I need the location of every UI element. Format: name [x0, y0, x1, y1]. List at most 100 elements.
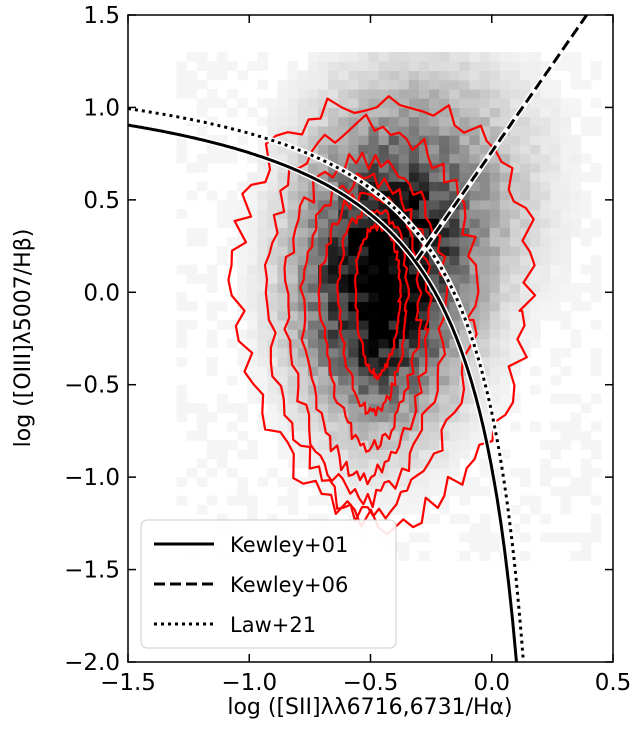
density-cell: [247, 310, 258, 321]
density-cell: [469, 440, 481, 450]
density-cell: [368, 338, 380, 349]
density-cell: [540, 514, 551, 524]
density-cell: [499, 449, 511, 460]
density-cell: [398, 357, 410, 367]
density-cell: [297, 162, 309, 173]
density-cell: [590, 218, 602, 229]
density-cell: [459, 440, 471, 450]
density-cell: [176, 153, 188, 164]
density-cell: [509, 338, 521, 349]
density-cell: [378, 264, 390, 275]
density-cell: [378, 283, 390, 293]
density-cell: [277, 375, 289, 386]
density-cell: [307, 107, 319, 118]
density-cell: [378, 440, 390, 450]
density-cell: [247, 246, 258, 256]
density-cell: [216, 394, 228, 404]
density-cell: [590, 421, 602, 432]
kewley06-line: [415, 15, 589, 261]
density-cell: [206, 190, 218, 201]
density-cell: [328, 70, 339, 81]
density-cell: [419, 551, 430, 561]
density-cell: [550, 394, 562, 404]
density-cell: [216, 301, 228, 312]
kewley01-curve: [128, 123, 518, 662]
density-cell: [459, 412, 471, 423]
contour-group: [227, 95, 537, 536]
density-cell: [237, 412, 248, 423]
density-cell: [520, 70, 531, 81]
density-cell: [449, 70, 460, 81]
density-cell: [216, 218, 228, 229]
density-cell: [429, 181, 440, 192]
density-cell: [287, 116, 299, 127]
density-cell: [540, 125, 551, 136]
density-cell: [388, 292, 400, 303]
density-cell: [429, 440, 440, 450]
x-tick-label: −1.0: [221, 670, 277, 696]
density-cell: [439, 125, 450, 136]
density-cell: [408, 125, 420, 136]
density-cell: [378, 384, 390, 395]
density-cell: [368, 52, 380, 62]
density-cell: [237, 430, 248, 441]
density-cell: [560, 153, 572, 164]
density-cell: [509, 190, 521, 201]
density-cell: [358, 412, 370, 423]
density-cell: [267, 403, 279, 413]
density-cell: [348, 301, 359, 312]
density-cell: [388, 384, 400, 395]
density-cell: [429, 199, 440, 210]
density-cell: [398, 440, 410, 450]
density-cell: [378, 79, 390, 90]
density-cell: [348, 227, 359, 238]
density-cell: [560, 227, 572, 238]
density-cell: [277, 116, 289, 127]
density-cell: [439, 320, 450, 330]
density-cell: [550, 532, 562, 543]
density-cell: [550, 421, 562, 432]
density-cell: [297, 384, 309, 395]
density-cell: [237, 236, 248, 247]
x-tick-label: 0.5: [595, 670, 632, 696]
density-cell: [550, 375, 562, 386]
legend: Kewley+01 Kewley+06 Law+21: [140, 519, 397, 649]
density-cell: [378, 144, 390, 155]
density-cell: [509, 246, 521, 256]
density-cell: [540, 153, 551, 164]
density-cell: [590, 162, 602, 173]
density-cell: [509, 199, 521, 210]
density-cell: [257, 255, 268, 266]
density-cell: [257, 357, 268, 367]
density-cell: [590, 273, 602, 284]
density-cell: [489, 255, 501, 266]
density-cell: [419, 88, 430, 99]
density-cell: [328, 88, 339, 99]
density-cell: [580, 403, 592, 413]
density-cell: [257, 181, 268, 192]
density-cell: [328, 227, 339, 238]
density-cell: [307, 421, 319, 432]
density-cell: [429, 394, 440, 404]
density-cell: [479, 135, 491, 145]
density-cell: [550, 181, 562, 192]
density-cell: [590, 125, 602, 136]
density-cell: [419, 375, 430, 386]
density-cell: [378, 357, 390, 367]
density-cell: [267, 116, 279, 127]
density-cell: [176, 394, 188, 404]
density-cell: [388, 504, 400, 515]
density-cell: [509, 144, 521, 155]
density-cell: [499, 292, 511, 303]
density-cell: [227, 153, 238, 164]
density-cell: [338, 495, 349, 506]
density-cell: [378, 320, 390, 330]
density-cell: [530, 98, 541, 108]
density-cell: [257, 144, 268, 155]
density-cell: [378, 88, 390, 99]
demarcation-lines: [128, 15, 591, 662]
density-cell: [206, 495, 218, 506]
density-cell: [388, 61, 400, 71]
density-cell: [419, 430, 430, 441]
density-cell: [429, 61, 440, 71]
